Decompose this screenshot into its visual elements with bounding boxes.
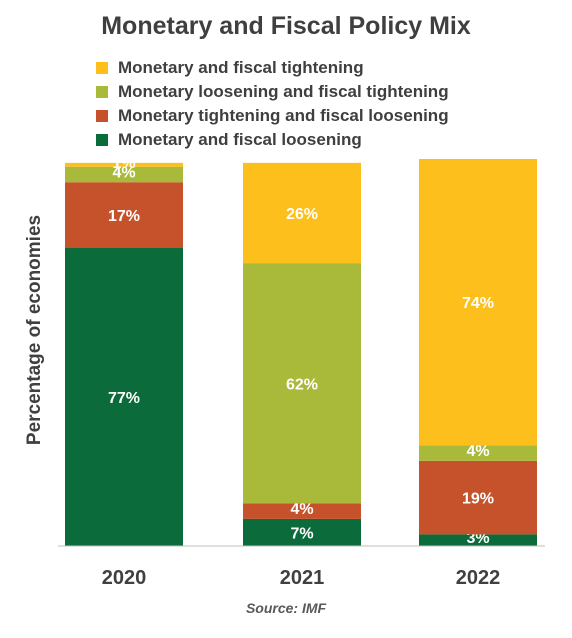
bar-segment (243, 263, 361, 504)
data-label: 19% (462, 491, 494, 508)
data-label: 17% (108, 208, 140, 225)
legend-item-loosening: Monetary and fiscal loosening (96, 128, 449, 152)
legend-swatch (96, 134, 108, 146)
legend-label: Monetary loosening and fiscal tightening (118, 82, 449, 101)
bar-segment (65, 248, 183, 546)
bar-segment (65, 162, 183, 167)
x-tick-label: 2021 (280, 567, 325, 589)
data-label: 4% (112, 164, 135, 181)
data-label: 74% (462, 295, 494, 312)
chart-title: Monetary and Fiscal Policy Mix (101, 12, 471, 40)
x-tick-label: 2022 (456, 567, 501, 589)
bar-segment (243, 162, 361, 264)
data-label: 4% (466, 443, 489, 460)
chart-legend: Monetary and fiscal tightening Monetary … (96, 56, 449, 152)
bar-segment (419, 534, 537, 546)
data-label: 62% (286, 376, 318, 393)
legend-item-monetary-tightening-fiscal-loosening: Monetary tightening and fiscal loosening (96, 104, 449, 128)
data-label: 3% (466, 530, 489, 547)
legend-label: Monetary tightening and fiscal loosening (118, 106, 449, 125)
data-label: 26% (286, 206, 318, 223)
y-axis-label: Percentage of economies (24, 215, 45, 445)
legend-item-monetary-loosening-fiscal-tightening: Monetary loosening and fiscal tightening (96, 80, 449, 104)
legend-label: Monetary and fiscal loosening (118, 130, 362, 149)
source-note: Source: IMF (245, 600, 327, 616)
legend-swatch (96, 86, 108, 98)
bar-segment (65, 166, 183, 183)
legend-swatch (96, 110, 108, 122)
bar-segment (419, 159, 537, 446)
bar-segment (65, 182, 183, 249)
data-label: 4% (290, 501, 313, 518)
data-label: 7% (290, 525, 313, 542)
legend-swatch (96, 62, 108, 74)
data-label: 77% (108, 390, 140, 407)
data-label: 1% (112, 155, 135, 172)
bar-segment (419, 460, 537, 535)
bar-segment (243, 518, 361, 546)
x-tick-label: 2020 (102, 567, 147, 589)
legend-label: Monetary and fiscal tightening (118, 58, 364, 77)
bar-segment (419, 445, 537, 461)
legend-item-tightening: Monetary and fiscal tightening (96, 56, 449, 80)
bar-segment (243, 503, 361, 519)
